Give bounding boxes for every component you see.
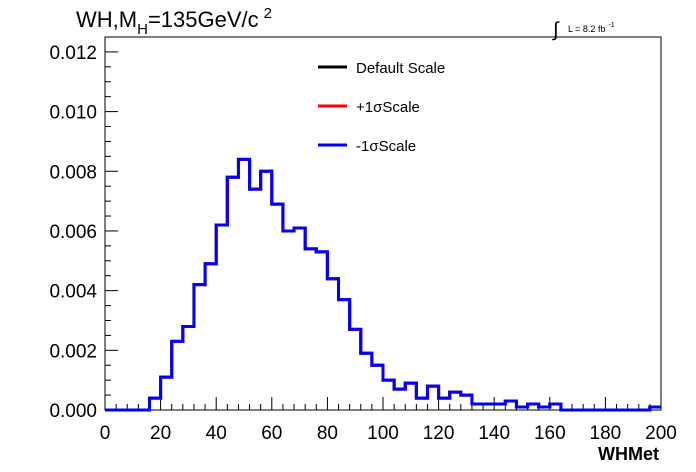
y-tick-label: 0.010 [49, 103, 97, 124]
x-tick-label: 160 [534, 423, 566, 444]
legend: Default Scale +1σScale -1σScale [318, 60, 445, 155]
x-tick-label: 200 [645, 423, 677, 444]
y-tick-label: 0.006 [49, 222, 97, 243]
x-tick-label: 180 [590, 423, 622, 444]
x-tick-label: 80 [317, 423, 338, 444]
x-tick-label: 40 [206, 423, 227, 444]
y-tick-label: 0.000 [49, 401, 97, 422]
x-tick-labels: 0 20 40 60 80 100 120 140 160 180 200 [100, 423, 677, 444]
legend-label-default: Default Scale [356, 60, 445, 77]
legend-label-minus1sigma: -1σScale [356, 138, 416, 155]
y-tick-label: 0.012 [49, 43, 97, 64]
x-tick-label: 120 [423, 423, 455, 444]
series-group [105, 157, 661, 412]
lumi-label: L = 8.2 fb -1 [568, 22, 615, 34]
lumi-superscript: -1 [608, 22, 614, 29]
chart-title-subscript: H [137, 21, 148, 38]
x-tick-label: 20 [150, 423, 171, 444]
axis-ticks [104, 36, 662, 411]
x-tick-label: 60 [261, 423, 282, 444]
x-axis-title: WHMet [598, 444, 659, 464]
y-tick-label: 0.008 [49, 162, 97, 183]
lumi-integral: ∫ [552, 19, 560, 41]
chart-title: WH,MH=135GeV/c 2 [76, 5, 272, 38]
x-tick-label: 0 [100, 423, 111, 444]
y-tick-labels: 0.000 0.002 0.004 0.006 0.008 0.010 0.012 [49, 43, 97, 422]
chart-title-superscript: 2 [264, 5, 272, 22]
series-line-2 [105, 157, 661, 412]
x-tick-label: 100 [367, 423, 399, 444]
legend-label-plus1sigma: +1σScale [356, 99, 420, 116]
x-tick-label: 140 [478, 423, 510, 444]
y-tick-label: 0.004 [49, 282, 97, 303]
plot-frame [104, 36, 662, 411]
y-tick-label: 0.002 [49, 341, 97, 362]
